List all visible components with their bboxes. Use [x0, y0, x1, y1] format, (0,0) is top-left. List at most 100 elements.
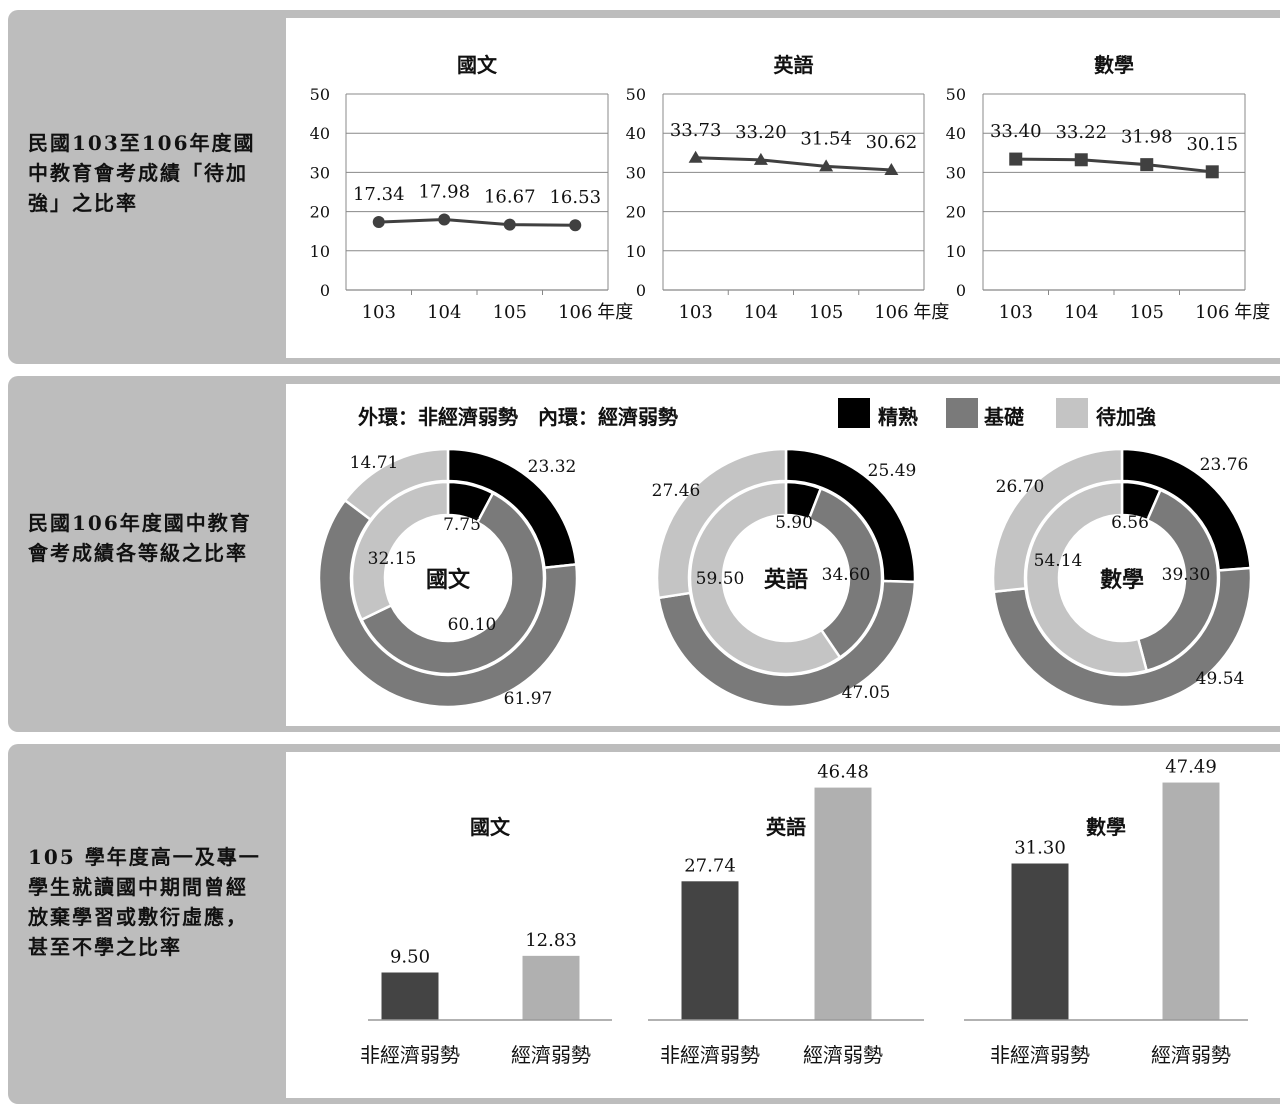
line-3-ytick: 10 [946, 242, 966, 261]
line-2-data-label: 33.73 [670, 120, 722, 141]
line-1-xlabel: 年度 [597, 302, 633, 323]
donut-3-inner-label: 6.56 [1111, 513, 1149, 533]
section-label-fail-rate-trend: 民國103至106年度國中教育會考成績「待加強」之比率 [28, 131, 256, 215]
bar-3-title: 數學 [1086, 815, 1126, 839]
line-1-ytick: 50 [310, 85, 330, 104]
line-1-point [503, 218, 516, 231]
line-1-title: 國文 [457, 53, 498, 77]
line-2-title: 英語 [774, 53, 814, 77]
line-2-point [688, 150, 703, 163]
donut-3-outer-label: 26.70 [996, 477, 1045, 497]
donut-1-outer-label: 14.71 [350, 453, 399, 473]
panel-fail-rate-trend-content [286, 18, 1280, 358]
line-3-data-label: 30.15 [1186, 134, 1238, 155]
bar-2-data-label: 46.48 [817, 762, 869, 783]
line-1-data-label: 17.98 [418, 182, 470, 203]
line-3-xtick: 106 [1195, 302, 1229, 323]
line-3-series-line [1015, 157, 1213, 174]
donut-3-inner-needs-improvement-slice [1024, 480, 1149, 676]
bar-3-bar [1011, 863, 1069, 1020]
line-1-series-line [378, 218, 576, 227]
line-3-data-label: 31.98 [1121, 127, 1173, 148]
line-2-xlabel: 年度 [913, 302, 949, 323]
donut-2-inner-label: 59.50 [696, 569, 745, 589]
section-label-give-up-learning: 105 學年度高一及專一學生就讀國中期間曾經放棄學習或敷衍虛應，甚至不學之比率 [28, 845, 261, 959]
legend-label-basic: 基礎 [984, 405, 1025, 429]
line-1-ytick: 10 [310, 242, 330, 261]
legend-label-mastery: 精熟 [878, 405, 918, 429]
line-3-xlabel: 年度 [1234, 302, 1270, 323]
bar-2-bar [681, 881, 739, 1020]
donut-1-inner-basic-slice [359, 491, 546, 676]
line-3-ytick: 20 [946, 203, 966, 222]
donut-1-outer-label: 61.97 [504, 689, 553, 709]
legend-swatch-needs-improvement [1056, 398, 1088, 428]
donut-1-outer-label: 23.32 [528, 457, 577, 477]
line-3-data-label: 33.40 [990, 121, 1042, 142]
line-3-xtick: 105 [1130, 302, 1164, 323]
line-2-ytick: 0 [636, 281, 646, 300]
donut-2-outer-label: 25.49 [868, 461, 917, 481]
line-2-point [753, 152, 768, 165]
line-2-xtick: 104 [744, 302, 778, 323]
line-1-data-label: 16.67 [484, 187, 536, 208]
line-3-ytick: 30 [946, 163, 966, 182]
line-2-ytick: 40 [626, 124, 646, 143]
bar-2-title: 英語 [766, 815, 806, 839]
bar-2-data-label: 27.74 [684, 855, 736, 876]
line-2-series-line [695, 156, 892, 172]
donut-1-center-title: 國文 [426, 567, 471, 593]
line-2-xtick: 106 [874, 302, 908, 323]
line-1-ytick: 40 [310, 124, 330, 143]
bar-1-bar [522, 955, 580, 1020]
line-3-ytick: 50 [946, 85, 966, 104]
line-3-point [1074, 153, 1088, 167]
donut-2-inner-label: 34.60 [822, 565, 871, 585]
line-3-point [1140, 158, 1154, 172]
line-2-ytick: 50 [626, 85, 646, 104]
donut-3-inner-label: 39.30 [1162, 565, 1211, 585]
line-2-xtick: 103 [678, 302, 712, 323]
line-1-data-label: 17.34 [353, 184, 405, 205]
bar-1-data-label: 9.50 [390, 947, 430, 968]
donut-2-inner-needs-improvement-slice [688, 480, 842, 676]
line-2-ytick: 10 [626, 242, 646, 261]
panel-fail-rate-trend [8, 10, 1280, 364]
donut-1-inner-label: 60.10 [448, 615, 497, 635]
line-2-data-label: 33.20 [735, 122, 787, 143]
legend-label-needs-improvement: 待加強 [1096, 405, 1156, 429]
donut-1-inner-label: 7.75 [443, 515, 481, 535]
line-3-ytick: 0 [956, 281, 966, 300]
donut-3-inner-label: 54.14 [1034, 551, 1083, 571]
bar-3-data-label: 47.49 [1165, 757, 1217, 778]
line-1-xtick: 104 [427, 302, 461, 323]
line-2-ytick: 30 [626, 163, 646, 182]
legend-swatch-basic [946, 398, 978, 428]
line-1-point [372, 216, 385, 229]
donut-3-outer-label: 23.76 [1200, 455, 1249, 475]
donut-2-center-title: 英語 [764, 567, 808, 593]
line-3-xtick: 103 [999, 302, 1033, 323]
bar-3-category-label: 非經濟弱勢 [990, 1043, 1090, 1067]
legend-swatch-mastery [838, 398, 870, 428]
section-label-level-distribution: 民國106年度國中教育會考成績各等級之比率 [28, 511, 252, 565]
line-3-point [1205, 165, 1219, 179]
bar-1-bar [381, 972, 439, 1020]
line-2-point [884, 162, 899, 175]
donut-2-inner-basic-slice [807, 486, 884, 660]
bar-2-category-label: 非經濟弱勢 [660, 1043, 760, 1067]
bar-3-bar [1162, 782, 1220, 1020]
line-3-data-label: 33.22 [1055, 122, 1107, 143]
line-1-data-label: 16.53 [549, 187, 601, 208]
line-2-point [819, 159, 834, 172]
line-1-ytick: 0 [320, 281, 330, 300]
donut-2-outer-label: 47.05 [842, 683, 891, 703]
bar-2-category-label: 經濟弱勢 [803, 1043, 883, 1067]
line-2-ytick: 20 [626, 203, 646, 222]
donut-1-inner-label: 32.15 [368, 549, 417, 569]
line-3-ytick: 40 [946, 124, 966, 143]
line-2-data-label: 30.62 [866, 132, 918, 153]
ring-note: 外環：非經濟弱勢 內環：經濟弱勢 [358, 405, 678, 429]
donut-2-inner-label: 5.90 [775, 513, 813, 533]
